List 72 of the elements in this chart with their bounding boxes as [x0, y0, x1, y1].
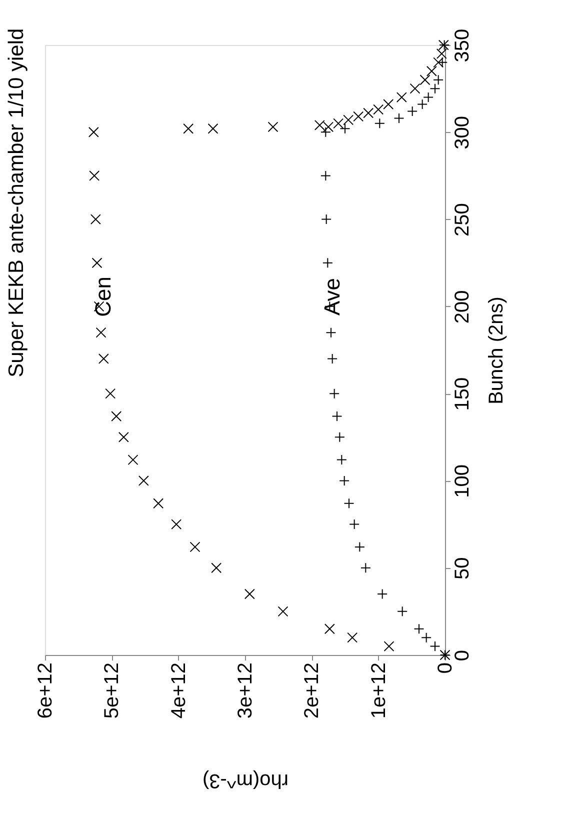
point: [384, 641, 394, 652]
point: [333, 118, 344, 129]
point: [153, 498, 164, 509]
point: [383, 99, 394, 110]
point: [105, 388, 116, 399]
point: [334, 432, 345, 442]
y-tick-label: 150: [452, 377, 474, 411]
text: Super KEKB ante-chamber 1/10 yield: [5, 28, 28, 378]
point: [89, 170, 100, 181]
point: [324, 624, 335, 634]
point: [320, 170, 331, 181]
point: [329, 388, 340, 399]
x-tick-label: 1e+12: [368, 662, 390, 719]
point: [327, 353, 338, 364]
point: [343, 114, 354, 126]
point: [339, 475, 350, 486]
point: [96, 327, 106, 338]
point: [111, 410, 122, 422]
point: [363, 108, 374, 118]
point: [278, 606, 288, 617]
point: [336, 454, 347, 466]
point: [407, 106, 418, 116]
x-tick-label: 2e+12: [301, 662, 324, 719]
x-tick-label: 6e+12: [34, 662, 56, 719]
point: [426, 66, 437, 76]
y-tick-label: 0: [452, 650, 474, 662]
point: [268, 122, 278, 132]
y-axis-title: Bunch (2ns): [486, 296, 508, 404]
point: [373, 104, 384, 115]
point: [374, 118, 385, 129]
point: [396, 92, 407, 103]
y-tick-label: 100: [452, 464, 474, 498]
point: [138, 475, 149, 486]
text: Cen: [90, 276, 116, 317]
x-tick-label: 5e+12: [101, 662, 124, 719]
point: [420, 74, 430, 86]
point: [321, 214, 332, 225]
y-tick-label: 300: [452, 116, 474, 150]
y-tick-label: 250: [452, 203, 474, 236]
point: [353, 111, 364, 122]
point: [190, 542, 200, 552]
x-tick-label: 3e+12: [234, 662, 256, 719]
point: [88, 126, 99, 138]
x-tick-label: 0: [434, 662, 456, 674]
x-tick-label: 4e+12: [168, 662, 190, 719]
point: [90, 214, 101, 225]
point: [410, 83, 420, 94]
point: [433, 57, 444, 68]
x-axis-title: rho(m^-3): [202, 770, 289, 792]
y-tick-label: 200: [452, 290, 474, 324]
point: [183, 123, 194, 134]
point: [360, 562, 371, 574]
point: [244, 588, 255, 600]
y-tick-label: 50: [452, 557, 474, 580]
point: [211, 562, 222, 574]
point: [423, 92, 434, 103]
point: [118, 432, 129, 442]
point: [171, 519, 182, 530]
point: [314, 120, 325, 130]
point: [92, 258, 102, 268]
point: [433, 74, 444, 86]
point: [417, 99, 428, 110]
point: [347, 632, 358, 643]
point: [208, 123, 218, 134]
point: [421, 632, 432, 643]
point: [349, 519, 360, 530]
point: [128, 454, 138, 466]
point: [98, 353, 109, 364]
y-tick-label: 350: [452, 28, 474, 62]
point: [322, 258, 333, 268]
text: Ave: [319, 278, 344, 316]
point: [397, 606, 408, 617]
